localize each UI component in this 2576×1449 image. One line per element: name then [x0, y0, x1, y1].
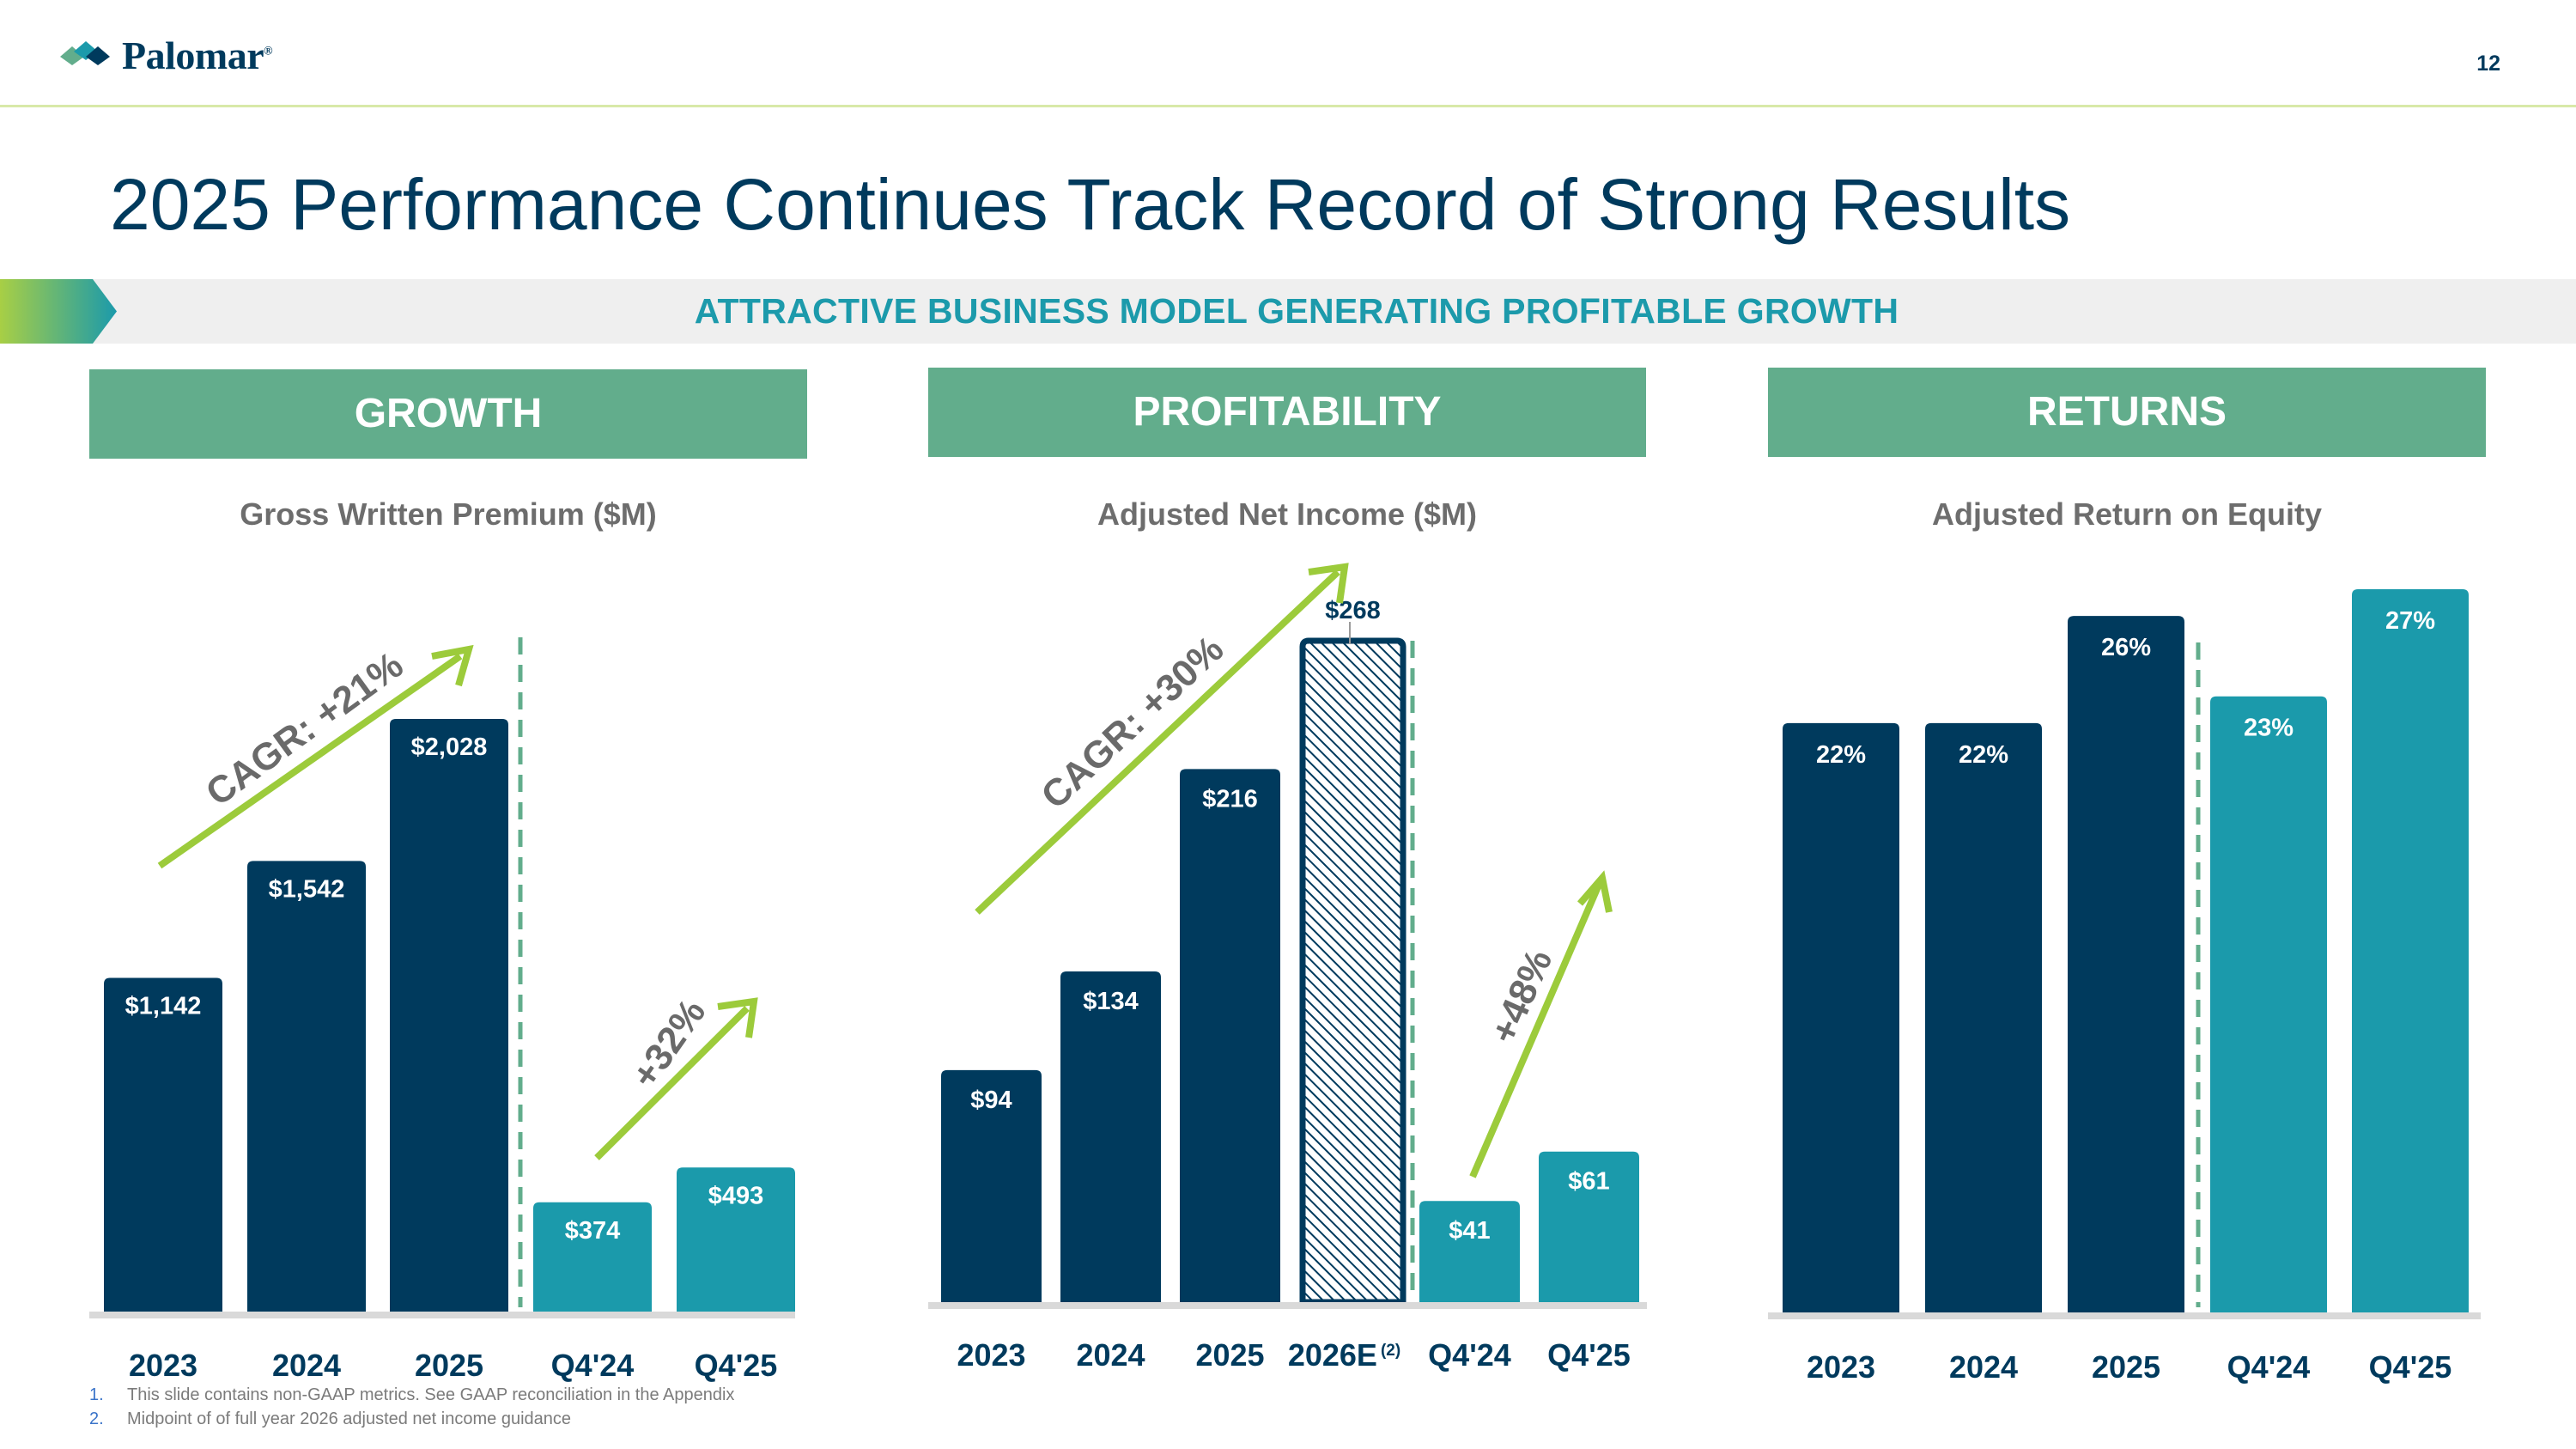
bar-2025 — [390, 719, 508, 1312]
data-label: $268 — [1325, 597, 1381, 624]
category-label: Q4'24 — [551, 1348, 635, 1383]
bar-q425 — [1539, 1151, 1639, 1302]
footnote-1: 1. This slide contains non-GAAP metrics. … — [89, 1385, 735, 1404]
growth-arrow — [594, 997, 758, 1160]
data-label: $1,142 — [125, 992, 202, 1020]
category-label: 2025 — [415, 1348, 483, 1383]
data-label: $134 — [1083, 988, 1139, 1015]
data-label: $61 — [1568, 1168, 1609, 1196]
bar-2023 — [941, 1069, 1042, 1302]
category-label: 2023 — [129, 1348, 197, 1383]
growth-label: +32% — [623, 991, 714, 1095]
data-label: 22% — [1816, 741, 1866, 769]
bar-2026e — [1299, 637, 1406, 1306]
panel-header-returns: RETURNS — [1768, 368, 2486, 457]
data-label: $41 — [1449, 1217, 1490, 1245]
bar-q424 — [1419, 1201, 1520, 1302]
cagr-arrow — [157, 644, 474, 869]
palomar-logo-icon — [60, 41, 110, 65]
footnote-2: 2. Midpoint of of full year 2026 adjusted… — [89, 1409, 572, 1428]
x-axis-line — [1768, 1312, 2481, 1319]
category-label: 2024 — [272, 1348, 341, 1383]
bar-q425 — [677, 1167, 795, 1312]
bar-2024 — [247, 861, 366, 1312]
chart-title-adjusted-net-income: Adjusted Net Income ($M) — [1097, 496, 1478, 532]
bar-q424 — [2210, 696, 2327, 1312]
chart-gross-written-premium: $1,142 2023 $1,542 2024 $2,028 2025 $374 Q4'24 $… — [89, 637, 795, 1383]
category-label: 2026E (2) — [1288, 1337, 1400, 1373]
x-axis-line — [89, 1312, 795, 1318]
chart-adjusted-net-income: $94 2023 $134 2024 $216 2025 $268 2026E (2) $41 Q4… — [928, 563, 1647, 1373]
chevron-right-icon — [0, 279, 117, 344]
bar-2024 — [1925, 722, 2042, 1312]
category-label: Q4'25 — [1547, 1337, 1631, 1373]
cagr-arrow — [975, 563, 1349, 915]
data-label: 27% — [2385, 607, 2435, 635]
category-label: 2023 — [1807, 1349, 1875, 1385]
growth-arrow — [1469, 870, 1613, 1178]
cagr-label: CAGR: +21% — [198, 644, 410, 814]
data-label: $94 — [970, 1087, 1012, 1114]
category-label: 2024 — [1076, 1337, 1145, 1373]
category-label: 2023 — [957, 1337, 1025, 1373]
bar-2023 — [1783, 722, 1899, 1312]
palomar-logo: Palomar® — [60, 31, 318, 82]
bar-2025 — [1180, 769, 1280, 1302]
category-label: Q4'24 — [2227, 1349, 2311, 1385]
header-divider — [0, 105, 2576, 107]
chart-title-adjusted-roe: Adjusted Return on Equity — [1932, 496, 2322, 532]
bar-2023 — [104, 977, 222, 1312]
chart-title-gross-written-premium: Gross Written Premium ($M) — [240, 496, 657, 532]
bar-q425 — [2352, 589, 2469, 1312]
category-label: Q4'25 — [2369, 1349, 2452, 1385]
bar-q424 — [533, 1202, 652, 1312]
category-label: 2025 — [2092, 1349, 2160, 1385]
category-label: Q4'24 — [1428, 1337, 1511, 1373]
panel-header-growth: GROWTH — [89, 369, 807, 459]
x-axis-line — [928, 1302, 1647, 1309]
data-label: $1,542 — [269, 875, 345, 903]
data-label: $493 — [708, 1182, 764, 1209]
data-label: $374 — [565, 1217, 621, 1245]
data-label: 23% — [2244, 715, 2293, 742]
page-title: 2025 Performance Continues Track Record … — [110, 164, 2071, 245]
data-label: 22% — [1959, 741, 2008, 769]
banner-text: ATTRACTIVE BUSINESS MODEL GENERATING PRO… — [694, 291, 1899, 331]
logo-text: Palomar® — [122, 33, 273, 77]
data-label: $216 — [1202, 785, 1258, 813]
data-label: 26% — [2101, 634, 2151, 661]
chart-adjusted-roe: 22% 2023 22% 2024 26% 2025 23% Q4'24 27% Q4'25 — [1768, 589, 2481, 1385]
bar-2024 — [1060, 971, 1161, 1302]
page-number: 12 — [2476, 52, 2500, 76]
footnote-marker: (2) — [1381, 1342, 1400, 1360]
data-label: $2,028 — [411, 734, 488, 761]
banner: ATTRACTIVE BUSINESS MODEL GENERATING PRO… — [0, 279, 2576, 344]
footnotes: 1. This slide contains non-GAAP metrics. … — [89, 1383, 734, 1431]
category-label: Q4'25 — [695, 1348, 778, 1383]
bar-2025 — [2068, 616, 2184, 1312]
panel-header-profitability: PROFITABILITY — [928, 368, 1646, 457]
category-label: 2025 — [1195, 1337, 1264, 1373]
category-label: 2024 — [1949, 1349, 2018, 1385]
